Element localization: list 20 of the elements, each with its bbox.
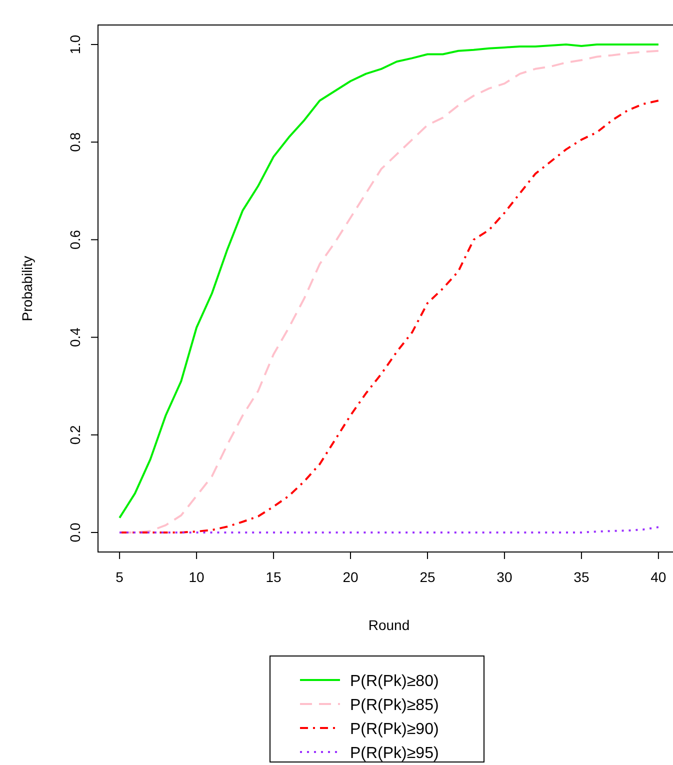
legend-label: P(R(Pk)≥90) (350, 721, 439, 738)
x-tick-label: 35 (574, 569, 590, 585)
x-tick-label: 10 (188, 569, 205, 585)
y-axis-title: Probability (19, 256, 35, 322)
y-tick-label: 0.8 (67, 132, 83, 152)
x-tick-label: 5 (116, 569, 124, 585)
y-tick-label: 0.6 (67, 230, 83, 250)
legend-label: P(R(Pk)≥85) (350, 697, 439, 714)
y-tick-label: 0.2 (67, 424, 83, 445)
x-axis-title: Round (368, 617, 410, 633)
y-tick-label: 0.4 (67, 327, 83, 348)
y-tick-label: 0.0 (67, 522, 83, 542)
x-tick-label: 40 (650, 569, 666, 585)
x-tick-label: 20 (342, 569, 359, 585)
legend-label: P(R(Pk)≥95) (350, 745, 439, 762)
y-tick-label: 1.0 (67, 34, 83, 54)
x-tick-label: 30 (496, 569, 512, 585)
legend-label: P(R(Pk)≥80) (350, 673, 439, 690)
x-tick-label: 15 (266, 569, 282, 585)
x-tick-label: 25 (420, 569, 436, 585)
